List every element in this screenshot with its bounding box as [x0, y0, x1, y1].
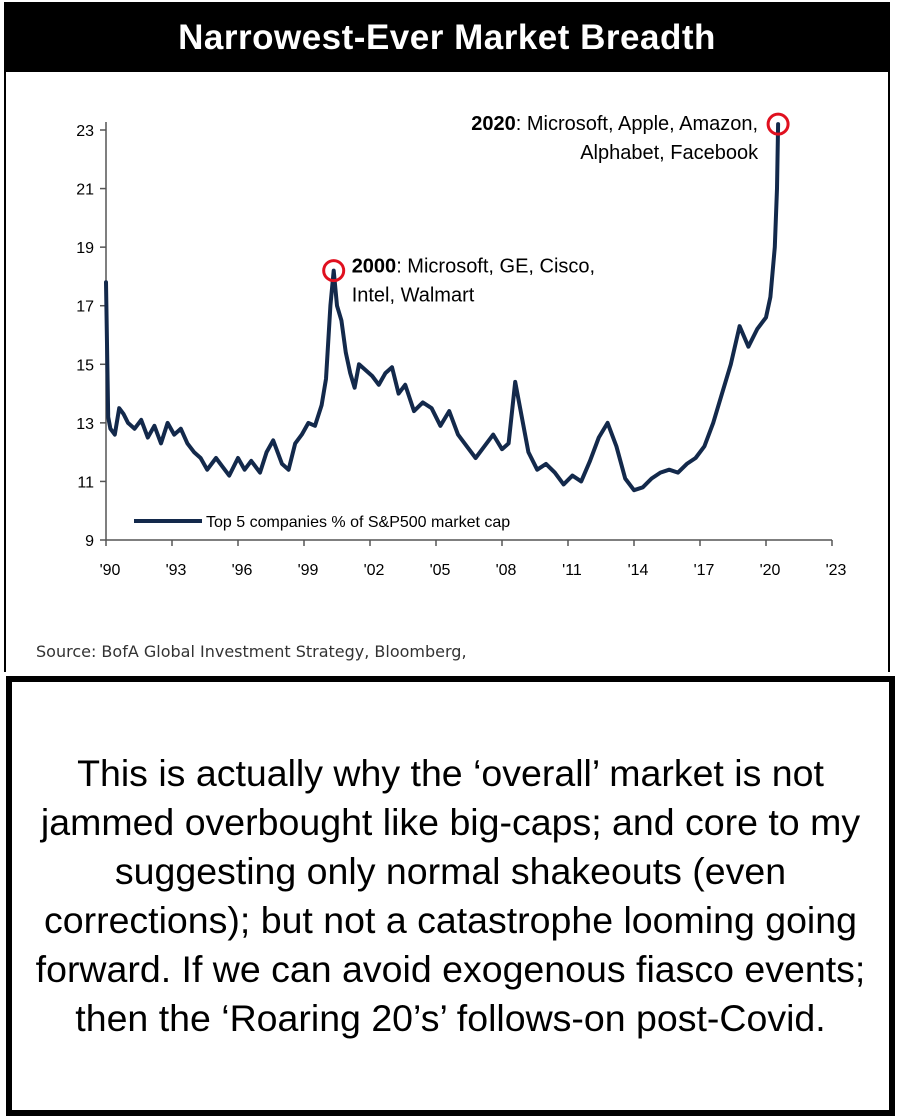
- annotation-companies: : Microsoft, Apple, Amazon,: [516, 113, 758, 135]
- y-tick-label: 11: [77, 474, 94, 491]
- series-line-top5-share: [104, 122, 781, 493]
- annotation-line-1: 2020: Microsoft, Apple, Amazon,: [471, 113, 758, 135]
- line-chart: 9 11 13 15 17 19 21 23 '90 '93 '96 '99 '02 '05 '08 '11…: [76, 112, 847, 579]
- annotation-line-1: 2000: Microsoft, GE, Cisco,: [352, 256, 595, 278]
- x-tick-label: '96: [232, 562, 253, 579]
- y-tick-label: 13: [76, 416, 94, 433]
- x-tick-label: '05: [430, 562, 451, 579]
- annotation-year: 2000: [352, 256, 397, 278]
- x-tick-label: '14: [628, 562, 649, 579]
- x-tick-label: '20: [760, 562, 781, 579]
- x-tick-label: '93: [166, 562, 187, 579]
- annotation-companies: : Microsoft, GE, Cisco,: [396, 256, 595, 278]
- y-tick-label: 9: [85, 533, 94, 550]
- x-ticks: '90 '93 '96 '99 '02 '05 '08 '11 '14 '17 '20 '23: [100, 540, 847, 579]
- highlight-markers: [322, 112, 790, 283]
- annotation-year: 2020: [471, 113, 516, 135]
- commentary-box: This is actually why the ‘overall’ marke…: [6, 676, 895, 1116]
- legend: Top 5 companies % of S&P500 market cap: [134, 514, 510, 531]
- annotation-line-2: Intel, Walmart: [352, 285, 475, 307]
- x-tick-label: '99: [298, 562, 319, 579]
- x-tick-label: '11: [562, 562, 582, 579]
- x-tick-label: '17: [694, 562, 715, 579]
- y-ticks: 9 11 13 15 17 19 21 23: [76, 123, 106, 550]
- commentary-text: This is actually why the ‘overall’ marke…: [35, 752, 866, 1039]
- x-tick-label: '08: [496, 562, 517, 579]
- x-tick-label: '90: [100, 562, 121, 579]
- peak-highlight-circle: [322, 259, 346, 283]
- source-note: Source: BofA Global Investment Strategy,…: [36, 642, 467, 661]
- x-tick-label: '23: [826, 562, 847, 579]
- annotations: 2000: Microsoft, GE, Cisco, Intel, Walmar…: [352, 113, 759, 306]
- y-tick-label: 17: [76, 299, 94, 316]
- y-tick-label: 21: [76, 182, 94, 199]
- x-tick-label: '02: [364, 562, 385, 579]
- chart-title: Narrowest-Ever Market Breadth: [6, 2, 888, 72]
- y-tick-label: 15: [76, 357, 94, 374]
- peak-highlight-circle: [766, 112, 790, 136]
- y-tick-label: 19: [76, 240, 94, 257]
- annotation-line-2: Alphabet, Facebook: [580, 142, 759, 164]
- legend-label: Top 5 companies % of S&P500 market cap: [206, 514, 510, 531]
- y-tick-label: 23: [76, 123, 94, 140]
- chart-frame: Narrowest-Ever Market Breadth 9 11 13 15 17 1…: [4, 2, 890, 672]
